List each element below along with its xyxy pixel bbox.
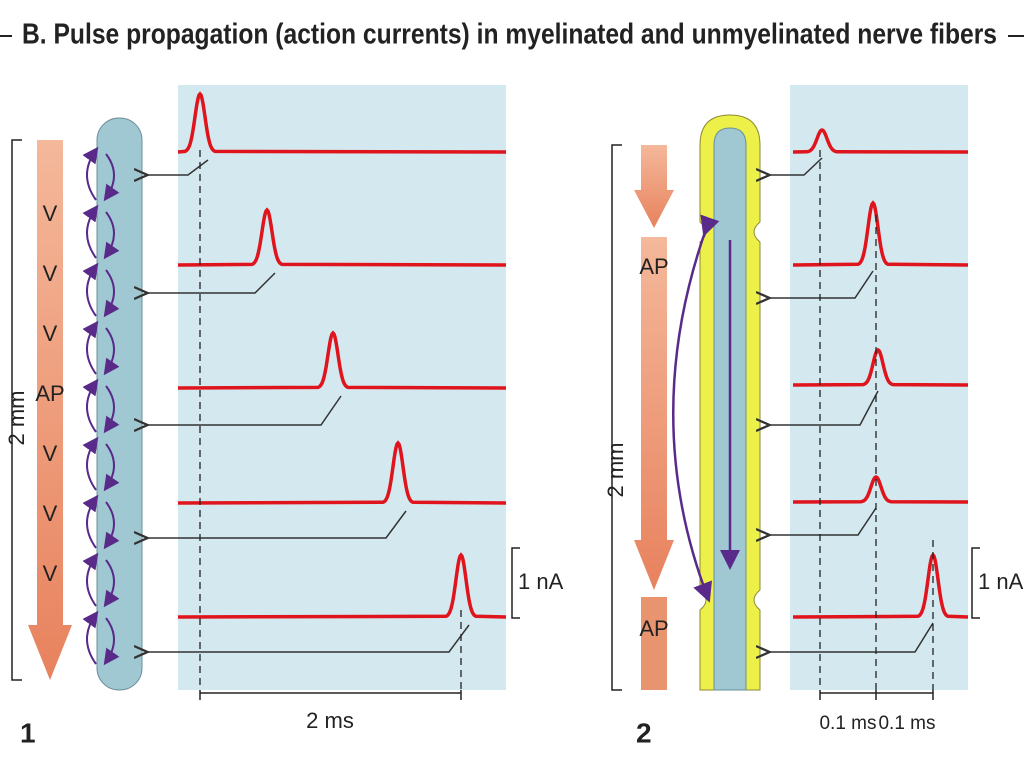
current-trace: [177, 440, 507, 505]
current-loop: [103, 385, 120, 434]
current-loop: [82, 378, 99, 433]
pointer-arrow: [768, 622, 934, 652]
pointer-arrow: [146, 395, 342, 425]
arrow-marker: V: [43, 561, 58, 586]
current-loop: [103, 269, 120, 318]
current-trace: [177, 330, 507, 390]
current-loop: [82, 494, 99, 549]
current-loop: [82, 146, 99, 201]
current-loop: [103, 443, 120, 492]
current-loop: [82, 552, 99, 607]
length-label: 2 mm: [603, 443, 628, 498]
current-loop: [82, 436, 99, 491]
length-bracket: [11, 139, 22, 681]
time-scale: 2 ms: [306, 708, 354, 733]
panel-1: 2 mm V V V AP V V V 2 ms 1 nA 1: [4, 85, 564, 748]
ap-label: AP: [639, 616, 668, 641]
panel-number: 1: [20, 717, 36, 748]
current-trace: [792, 128, 969, 154]
current-trace: [792, 475, 969, 504]
current-trace: [792, 200, 969, 267]
current-loop: [103, 617, 120, 666]
time-scale: 0.1 ms: [819, 713, 876, 734]
panel-2: 2 mm AP AP 0.1 ms 0.1 ms 1 nA 2: [603, 85, 1024, 748]
pointer-arrow: [146, 510, 407, 538]
panel-number: 2: [636, 717, 652, 748]
ap-label: AP: [639, 254, 668, 279]
current-bracket: [971, 547, 980, 619]
current-loop: [103, 211, 120, 260]
current-bracket: [511, 547, 520, 619]
length-label: 2 mm: [4, 391, 29, 446]
time-bracket: [819, 690, 934, 700]
current-trace: [792, 347, 969, 387]
pointer-arrow: [768, 390, 879, 425]
current-loops: [82, 146, 120, 666]
current-scale: 1 nA: [978, 569, 1024, 594]
current-loop: [82, 204, 99, 259]
propagation-arrow: [634, 237, 674, 590]
pointer-arrow: [768, 270, 874, 298]
current-loop: [103, 153, 120, 202]
arrow-marker: V: [43, 321, 58, 346]
time-bracket: [199, 690, 462, 700]
ap-box: [641, 597, 667, 690]
propagation-arrow: [28, 140, 72, 680]
arrow-marker: V: [43, 441, 58, 466]
pointer-arrow: [146, 272, 276, 293]
current-loop: [82, 610, 99, 665]
arrow-marker: V: [43, 201, 58, 226]
pointer-arrow: [146, 159, 209, 175]
pointer-arrow: [768, 157, 823, 175]
current-trace: [177, 552, 507, 619]
arrow-marker: AP: [35, 381, 64, 406]
current-loop: [103, 501, 120, 550]
time-scale: 0.1 ms: [878, 713, 935, 734]
current-loop: [103, 327, 120, 376]
current-loop: [82, 262, 99, 317]
length-bracket: [611, 144, 622, 691]
current-loop: [672, 214, 720, 603]
current-trace: [177, 207, 507, 267]
current-scale: 1 nA: [518, 569, 564, 594]
current-loop: [82, 320, 99, 375]
arrow-marker: V: [43, 501, 58, 526]
current-loop: [103, 559, 120, 608]
pointer-arrow: [146, 624, 470, 652]
current-trace: [177, 91, 507, 154]
axon: [96, 117, 143, 691]
title: B. Pulse propagation (action currents) i…: [22, 19, 997, 51]
arrow-marker: V: [43, 261, 58, 286]
pointer-arrow: [768, 507, 877, 535]
propagation-arrow: [634, 145, 674, 228]
